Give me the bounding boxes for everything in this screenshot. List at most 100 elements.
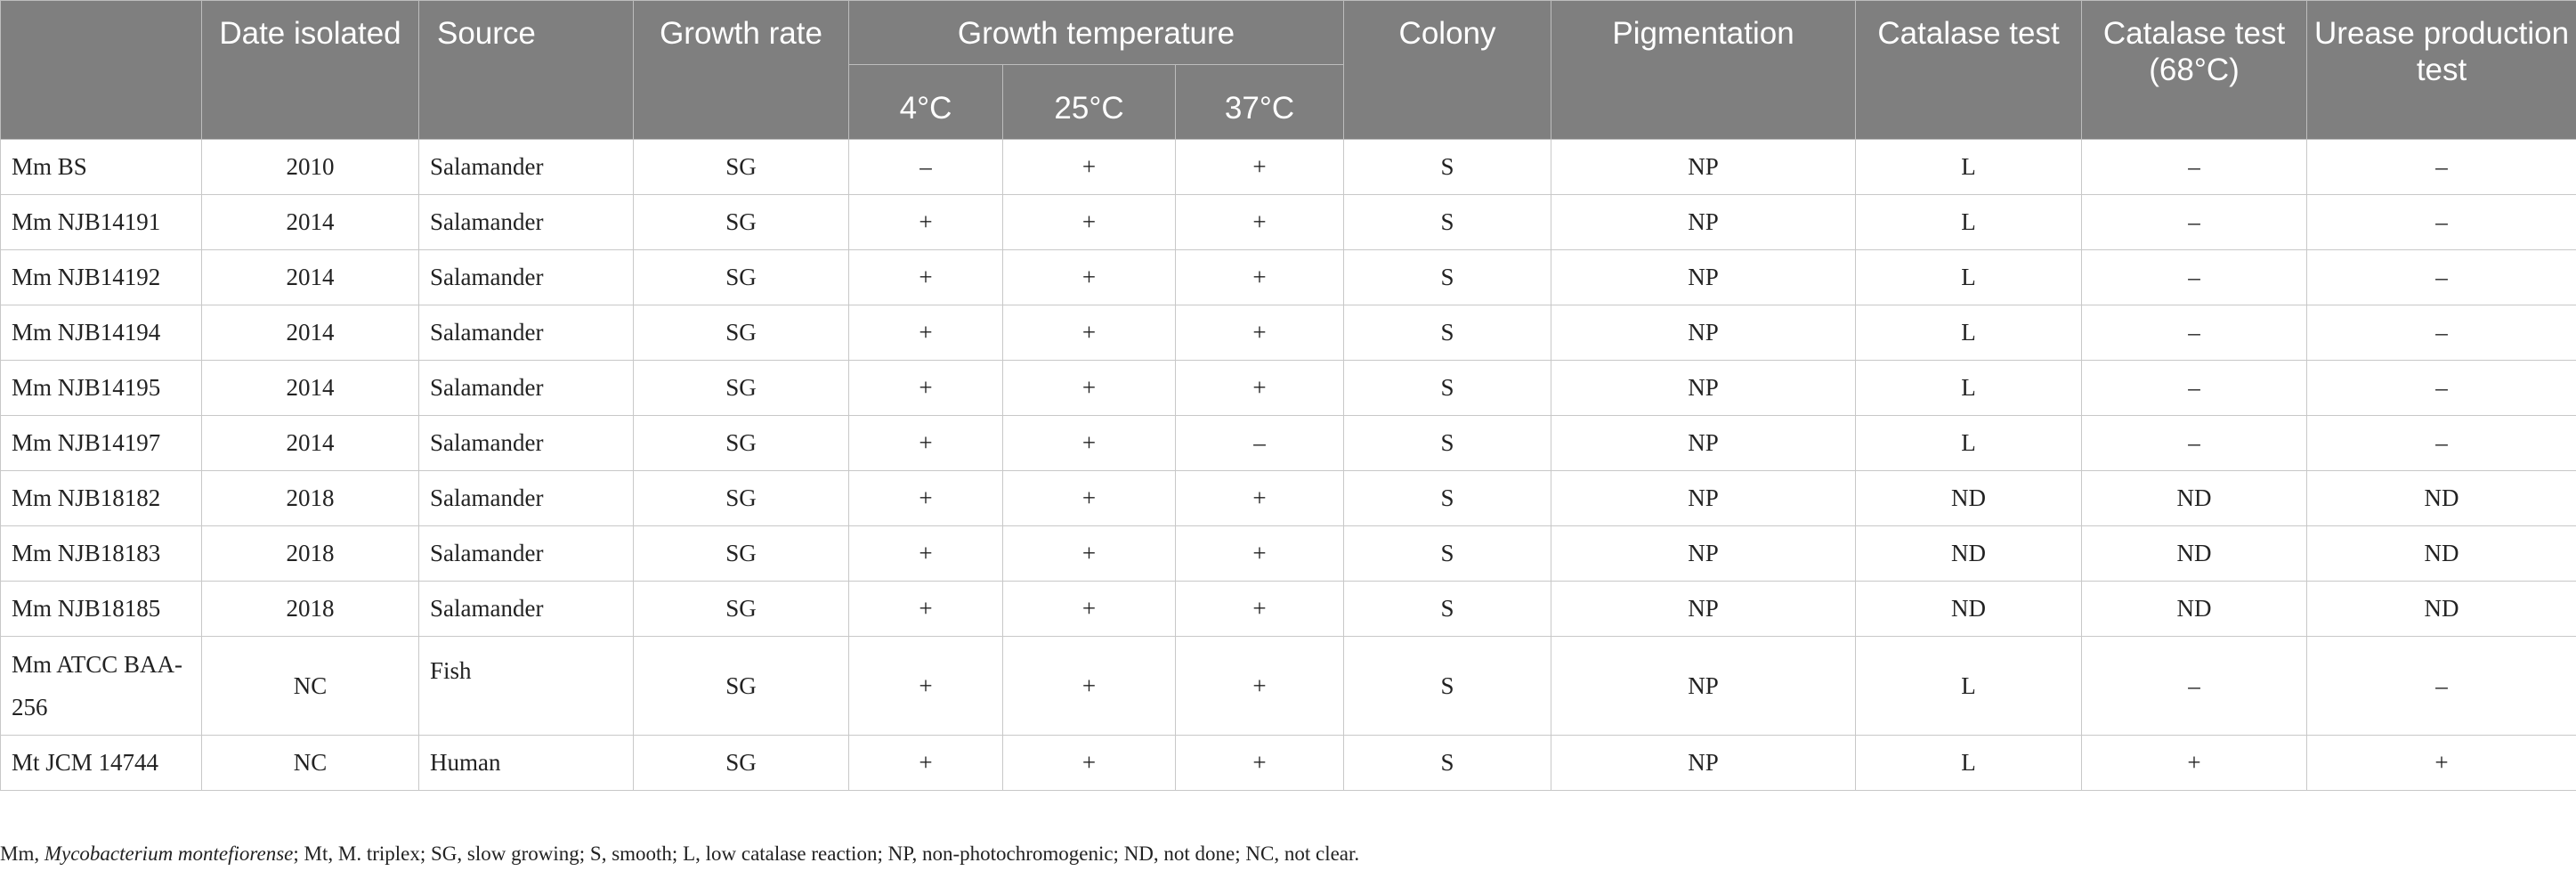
cell-pigmentation: NP <box>1551 415 1857 471</box>
table-row: Mm NJB18185 2018 Salamander SG + + + S N… <box>0 581 2576 637</box>
header-strain <box>0 0 202 140</box>
cell-catalase-test-68: – <box>2081 415 2308 471</box>
cell-colony: S <box>1343 525 1552 582</box>
cell-date-isolated: 2018 <box>201 581 419 637</box>
cell-temp-4: + <box>848 525 1003 582</box>
cell-growth-rate: SG <box>633 139 849 195</box>
cell-temp-25: + <box>1002 139 1176 195</box>
cell-catalase-test: L <box>1855 305 2083 361</box>
cell-strain: Mm BS <box>0 139 202 195</box>
cell-catalase-test-68: ND <box>2081 525 2308 582</box>
cell-pigmentation: NP <box>1551 139 1857 195</box>
cell-pigmentation: NP <box>1551 249 1857 305</box>
cell-temp-4: + <box>848 636 1003 736</box>
cell-strain: Mm NJB18183 <box>0 525 202 582</box>
cell-source: Salamander <box>418 139 634 195</box>
cell-strain: Mm NJB14192 <box>0 249 202 305</box>
table-row: Mm NJB18182 2018 Salamander SG + + + S N… <box>0 470 2576 526</box>
cell-date-isolated: 2018 <box>201 525 419 582</box>
cell-temp-25: + <box>1002 360 1176 416</box>
cell-date-isolated: NC <box>201 636 419 736</box>
cell-colony: S <box>1343 636 1552 736</box>
cell-catalase-test: L <box>1855 194 2083 250</box>
cell-source: Human <box>418 735 634 791</box>
cell-pigmentation: NP <box>1551 305 1857 361</box>
cell-temp-4: + <box>848 581 1003 637</box>
cell-catalase-test-68: – <box>2081 194 2308 250</box>
table-row: Mm BS 2010 Salamander SG – + + S NP L – … <box>0 139 2576 195</box>
cell-temp-4: + <box>848 360 1003 416</box>
cell-temp-4: + <box>848 470 1003 526</box>
cell-catalase-test-68: – <box>2081 139 2308 195</box>
cell-temp-37: + <box>1174 636 1345 736</box>
cell-catalase-test: L <box>1855 415 2083 471</box>
cell-temp-37: + <box>1174 249 1345 305</box>
header-urease-production-test: Urease production test <box>2306 0 2576 140</box>
cell-source: Salamander <box>418 581 634 637</box>
cell-pigmentation: NP <box>1551 360 1857 416</box>
cell-pigmentation: NP <box>1551 194 1857 250</box>
cell-date-isolated: 2014 <box>201 305 419 361</box>
cell-growth-rate: SG <box>633 636 849 736</box>
cell-source: Salamander <box>418 194 634 250</box>
cell-colony: S <box>1343 360 1552 416</box>
cell-urease-test: + <box>2306 735 2576 791</box>
table-row: Mm NJB14191 2014 Salamander SG + + + S N… <box>0 194 2576 250</box>
cell-source: Salamander <box>418 415 634 471</box>
header-temp-25: 25°C <box>1002 64 1176 140</box>
cell-temp-4: + <box>848 194 1003 250</box>
cell-catalase-test: ND <box>1855 581 2083 637</box>
cell-temp-4: + <box>848 305 1003 361</box>
footnote-species-name: Mycobacterium montefiorense <box>44 842 294 865</box>
cell-date-isolated: 2010 <box>201 139 419 195</box>
table-row: Mm NJB14197 2014 Salamander SG + + – S N… <box>0 415 2576 471</box>
cell-urease-test: – <box>2306 360 2576 416</box>
cell-catalase-test: L <box>1855 249 2083 305</box>
cell-growth-rate: SG <box>633 581 849 637</box>
cell-urease-test: – <box>2306 249 2576 305</box>
cell-colony: S <box>1343 415 1552 471</box>
cell-urease-test: ND <box>2306 470 2576 526</box>
cell-temp-37: – <box>1174 415 1345 471</box>
cell-catalase-test: ND <box>1855 525 2083 582</box>
cell-date-isolated: 2014 <box>201 415 419 471</box>
cell-strain: Mm NJB18182 <box>0 470 202 526</box>
cell-temp-25: + <box>1002 470 1176 526</box>
cell-temp-37: + <box>1174 470 1345 526</box>
cell-pigmentation: NP <box>1551 636 1857 736</box>
cell-strain: Mm NJB14195 <box>0 360 202 416</box>
cell-colony: S <box>1343 194 1552 250</box>
cell-source: Salamander <box>418 249 634 305</box>
cell-strain: Mm NJB14191 <box>0 194 202 250</box>
cell-urease-test: ND <box>2306 525 2576 582</box>
cell-temp-37: + <box>1174 581 1345 637</box>
table-row: Mm NJB14195 2014 Salamander SG + + + S N… <box>0 360 2576 416</box>
cell-catalase-test-68: – <box>2081 636 2308 736</box>
header-catalase-test: Catalase test <box>1855 0 2083 140</box>
header-colony: Colony <box>1343 0 1552 140</box>
cell-catalase-test-68: + <box>2081 735 2308 791</box>
cell-pigmentation: NP <box>1551 735 1857 791</box>
header-source: Source <box>418 0 634 140</box>
cell-temp-4: + <box>848 249 1003 305</box>
table-header: Date isolated Source Growth rate Growth … <box>0 0 2576 140</box>
cell-growth-rate: SG <box>633 415 849 471</box>
cell-catalase-test: L <box>1855 735 2083 791</box>
header-temp-4: 4°C <box>848 64 1003 140</box>
cell-growth-rate: SG <box>633 249 849 305</box>
cell-temp-37: + <box>1174 194 1345 250</box>
cell-colony: S <box>1343 581 1552 637</box>
cell-source: Salamander <box>418 470 634 526</box>
cell-strain: Mm NJB18185 <box>0 581 202 637</box>
cell-growth-rate: SG <box>633 360 849 416</box>
cell-strain: Mt JCM 14744 <box>0 735 202 791</box>
cell-growth-rate: SG <box>633 305 849 361</box>
cell-growth-rate: SG <box>633 194 849 250</box>
cell-urease-test: – <box>2306 415 2576 471</box>
header-catalase-test-68: Catalase test (68°C) <box>2081 0 2308 140</box>
header-temp-37: 37°C <box>1174 64 1345 140</box>
cell-temp-37: + <box>1174 525 1345 582</box>
cell-catalase-test-68: – <box>2081 360 2308 416</box>
cell-catalase-test: L <box>1855 360 2083 416</box>
cell-source: Salamander <box>418 525 634 582</box>
